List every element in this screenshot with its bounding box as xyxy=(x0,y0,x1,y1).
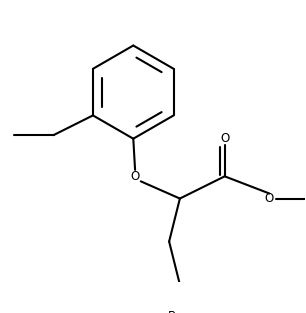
Text: O: O xyxy=(130,170,140,183)
Text: O: O xyxy=(265,192,274,205)
Text: O: O xyxy=(220,132,229,145)
Text: Br: Br xyxy=(168,310,181,313)
